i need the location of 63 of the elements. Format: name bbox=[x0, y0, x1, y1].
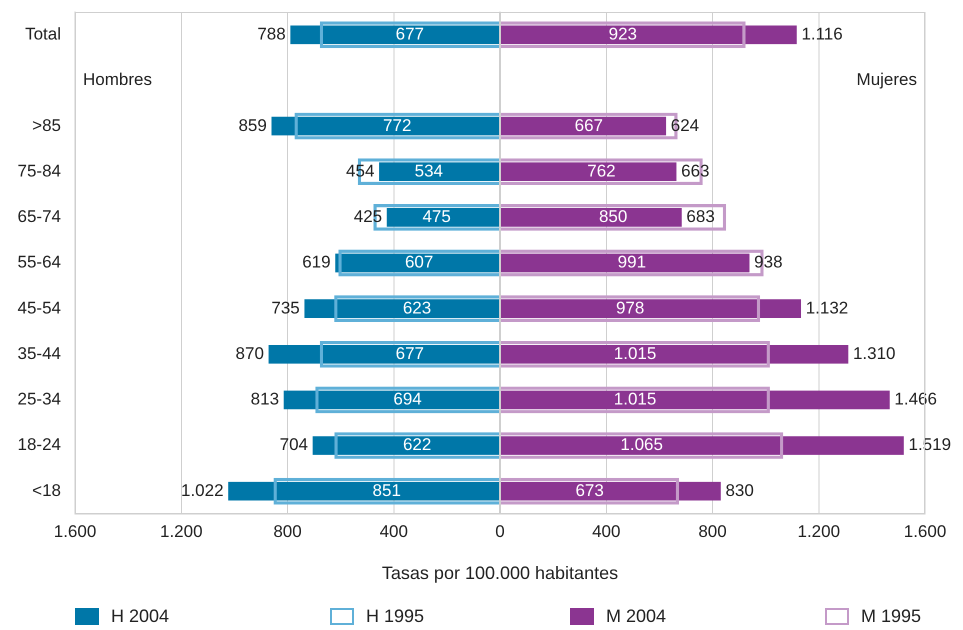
x-tick-label: 400 bbox=[592, 522, 620, 541]
x-tick-label: 1.600 bbox=[54, 522, 96, 541]
data-label: 772 bbox=[383, 116, 412, 135]
data-label: 1.466 bbox=[894, 390, 937, 409]
legend-label: H 1995 bbox=[366, 606, 424, 627]
data-label: 607 bbox=[404, 252, 434, 272]
x-tick-label: 800 bbox=[698, 522, 727, 541]
data-label: 704 bbox=[280, 435, 308, 454]
data-label: 663 bbox=[681, 161, 710, 180]
data-label: 1.132 bbox=[806, 298, 848, 318]
data-label: 667 bbox=[574, 116, 604, 135]
y-tick-label: 35-44 bbox=[18, 344, 61, 363]
data-label: 851 bbox=[372, 480, 401, 500]
y-tick-label: <18 bbox=[32, 480, 61, 500]
legend-label: M 2004 bbox=[606, 606, 666, 627]
data-label: 1.015 bbox=[614, 344, 656, 363]
x-tick-label: 1.200 bbox=[797, 522, 840, 541]
data-label: 1.022 bbox=[180, 480, 224, 500]
legend-label: M 1995 bbox=[861, 606, 922, 627]
data-label: 1.015 bbox=[614, 390, 656, 409]
data-label: 677 bbox=[396, 24, 424, 44]
data-label: 694 bbox=[393, 390, 422, 409]
data-label: 923 bbox=[608, 24, 638, 44]
x-tick-label: 1.600 bbox=[904, 522, 946, 541]
y-tick-label: Total bbox=[25, 24, 61, 44]
data-label: 534 bbox=[414, 161, 444, 180]
data-label: 850 bbox=[598, 207, 628, 226]
data-label: 619 bbox=[302, 252, 331, 272]
data-label: 978 bbox=[616, 298, 644, 318]
legend-label: H 2004 bbox=[111, 606, 170, 627]
data-label: 870 bbox=[236, 344, 264, 363]
data-label: 859 bbox=[238, 116, 267, 135]
x-tick-label: 400 bbox=[380, 522, 408, 541]
x-axis-title: Tasas por 100.000 habitantes bbox=[382, 563, 618, 584]
data-label: 624 bbox=[670, 116, 700, 135]
data-label: 788 bbox=[257, 24, 286, 44]
data-label: 991 bbox=[618, 252, 646, 272]
y-tick-label: 75-84 bbox=[18, 161, 61, 180]
y-tick-label: 18-24 bbox=[18, 435, 61, 454]
y-tick-label: 65-74 bbox=[18, 207, 61, 226]
x-tick-label: 0 bbox=[495, 522, 505, 541]
y-tick-label: 55-64 bbox=[18, 252, 61, 272]
data-label: 938 bbox=[754, 252, 783, 272]
data-label: 762 bbox=[587, 161, 616, 180]
data-label: 673 bbox=[575, 480, 604, 500]
data-label: 622 bbox=[402, 435, 432, 454]
x-tick-label: 800 bbox=[273, 522, 302, 541]
data-label: 830 bbox=[725, 480, 754, 500]
data-label: 1.065 bbox=[620, 435, 663, 454]
y-tick-label: 25-34 bbox=[18, 390, 61, 409]
data-label: 1.116 bbox=[801, 24, 843, 44]
data-label: 623 bbox=[402, 298, 432, 318]
annotation: Mujeres bbox=[856, 70, 917, 90]
annotation: Hombres bbox=[83, 70, 152, 90]
data-label: 1.310 bbox=[852, 344, 896, 363]
data-label: 475 bbox=[422, 207, 451, 226]
y-tick-label: 45-54 bbox=[18, 298, 61, 318]
data-label: 813 bbox=[250, 390, 280, 409]
data-label: 677 bbox=[396, 344, 424, 363]
x-tick-label: 1.200 bbox=[160, 522, 203, 541]
data-label: 683 bbox=[686, 207, 715, 226]
y-tick-label: >85 bbox=[32, 116, 61, 135]
data-label: 735 bbox=[271, 298, 300, 318]
